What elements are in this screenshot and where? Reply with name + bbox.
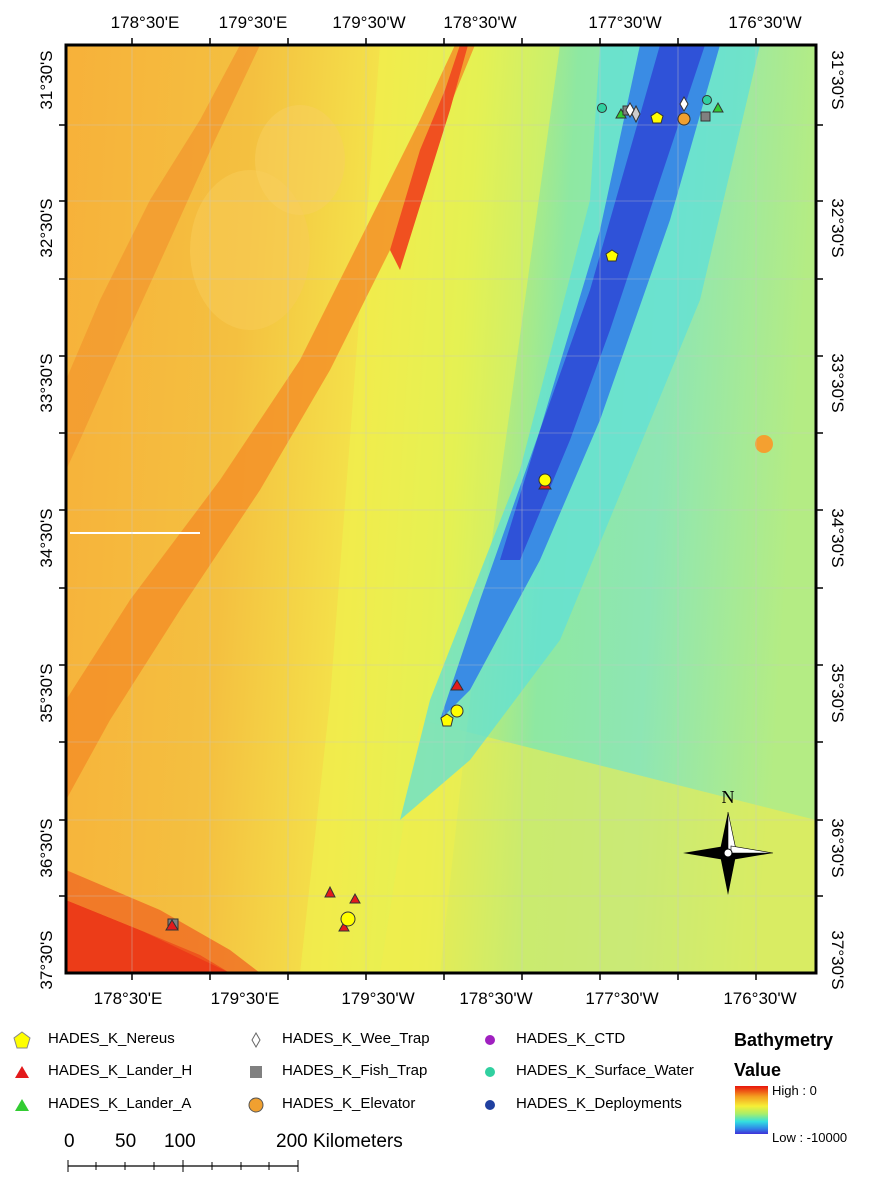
nereus-marker: [340, 911, 356, 927]
top-lon-label: 176°30'W: [728, 13, 801, 32]
circle-icon: [485, 1067, 495, 1077]
bathymetry-color-ramp: [735, 1086, 768, 1134]
bottom-lon-label: 178°30'E: [94, 989, 163, 1008]
left-lat-label: 32°30'S: [37, 198, 56, 257]
fish-trap-marker: [700, 111, 711, 122]
legend-label-lander-h: HADES_K_Lander_H: [48, 1062, 193, 1079]
left-lat-label: 35°30'S: [37, 663, 56, 722]
top-lon-label: 177°30'W: [588, 13, 661, 32]
legend-label-ctd: HADES_K_CTD: [516, 1030, 626, 1047]
right-lat-label: 35°30'S: [828, 663, 847, 722]
scale-label-200: 200 Kilometers: [276, 1131, 403, 1152]
north-arrow-label: N: [722, 787, 735, 807]
north-arrow: N: [683, 787, 774, 895]
map-frame: [64, 43, 818, 975]
bottom-lon-label: 176°30'W: [723, 989, 796, 1008]
circle-icon: [248, 1097, 264, 1113]
legend-label-deployments: HADES_K_Deployments: [516, 1095, 682, 1112]
nereus-marker: [440, 713, 454, 727]
triangle-icon: [15, 1066, 29, 1078]
frame-ticks: [59, 38, 823, 980]
diamond-icon: [251, 1031, 261, 1049]
pentagon-icon: [13, 1031, 31, 1049]
graticule: [66, 45, 816, 973]
left-lat-label: 36°30'S: [37, 818, 56, 877]
lander-h-marker: [450, 679, 464, 691]
nereus-marker: [450, 704, 464, 718]
nereus-marker: [650, 111, 664, 124]
top-lon-label: 179°30'E: [219, 13, 288, 32]
bottom-lon-label: 178°30'W: [459, 989, 532, 1008]
circle-icon: [485, 1100, 495, 1110]
legend-label-fish-trap: HADES_K_Fish_Trap: [282, 1062, 428, 1079]
left-lat-label: 33°30'S: [37, 353, 56, 412]
triangle-icon: [15, 1099, 29, 1111]
ramp-high-label: High : 0: [772, 1083, 817, 1098]
left-lat-label: 31°30'S: [37, 50, 56, 109]
wee-trap-marker: [631, 104, 641, 124]
elevator-marker: [677, 112, 691, 126]
lander-h-marker: [324, 885, 336, 898]
right-lat-label: 33°30'S: [828, 353, 847, 412]
legend-label-nereus: HADES_K_Nereus: [48, 1030, 175, 1047]
top-lon-label: 179°30'W: [332, 13, 405, 32]
bathymetry-raster: [66, 45, 816, 973]
legend-label-elevator: HADES_K_Elevator: [282, 1095, 416, 1112]
right-lat-label: 34°30'S: [828, 508, 847, 567]
right-lat-label: 32°30'S: [828, 198, 847, 257]
top-lon-label: 178°30'W: [443, 13, 516, 32]
left-lat-label: 37°30'S: [37, 930, 56, 989]
legend-label-lander-a: HADES_K_Lander_A: [48, 1095, 192, 1112]
bathymetry-title: Bathymetry: [734, 1030, 834, 1050]
square-icon: [250, 1066, 262, 1078]
nereus-marker: [538, 473, 552, 487]
lander-h-marker: [165, 919, 179, 931]
bottom-lon-label: 179°30'W: [341, 989, 414, 1008]
scale-label-0: 0: [64, 1131, 75, 1152]
scale-label-50: 50: [115, 1131, 137, 1152]
right-lat-label: 31°30'S: [828, 50, 847, 109]
bathymetry-value-label: Value: [734, 1060, 782, 1080]
wee-trap-marker: [679, 95, 689, 113]
surface-water-marker: [702, 95, 712, 105]
scale-bar-ticks: [67, 1160, 299, 1172]
lander-h-marker: [338, 920, 350, 932]
bottom-lon-label: 179°30'E: [211, 989, 280, 1008]
bottom-lon-label: 177°30'W: [585, 989, 658, 1008]
legend-label-wee-trap: HADES_K_Wee_Trap: [282, 1030, 430, 1047]
left-lat-label: 34°30'S: [37, 508, 56, 567]
sample-markers: [165, 95, 724, 932]
top-lon-label: 178°30'E: [111, 13, 180, 32]
right-lat-label: 37°30'S: [828, 930, 847, 989]
lander-h-marker: [349, 892, 361, 904]
circle-icon: [485, 1035, 495, 1045]
right-lat-label: 36°30'S: [828, 818, 847, 877]
legend-label-surface-water: HADES_K_Surface_Water: [516, 1062, 694, 1079]
nereus-marker: [605, 249, 619, 262]
lander-a-marker: [712, 101, 724, 113]
scale-label-100: 100: [164, 1131, 196, 1152]
ramp-low-label: Low : -10000: [772, 1130, 848, 1145]
surface-water-marker: [597, 103, 607, 113]
